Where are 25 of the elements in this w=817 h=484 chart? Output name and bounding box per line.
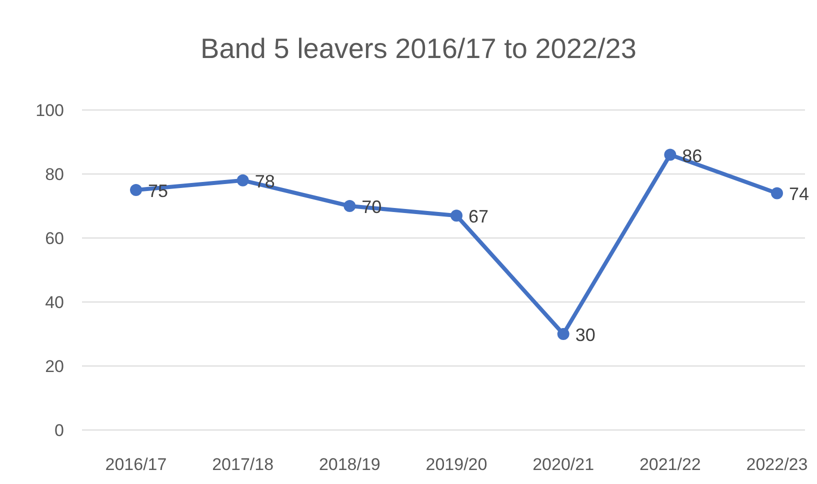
point (344, 200, 356, 212)
x-tick-label: 2018/19 (318, 455, 380, 474)
data-label: 67 (468, 206, 489, 227)
y-tick-label: 40 (45, 293, 64, 312)
data-label: 86 (682, 146, 702, 166)
y-tick-label: 0 (54, 421, 64, 440)
point (450, 210, 462, 222)
x-tick-label: 2022/23 (746, 455, 808, 474)
x-tick-label: 2016/17 (105, 455, 167, 474)
y-tick-label: 20 (45, 357, 64, 376)
data-label: 74 (789, 184, 810, 204)
y-tick-label: 100 (36, 101, 64, 120)
x-tick-label: 2021/22 (639, 455, 701, 474)
point (557, 328, 570, 340)
x-tick-label: 2019/20 (426, 455, 488, 474)
x-tick-label: 2020/21 (532, 455, 594, 474)
point (236, 174, 249, 186)
point (664, 148, 676, 161)
y-tick-label: 60 (45, 229, 64, 248)
y-tick-label: 80 (45, 165, 64, 184)
point (771, 187, 783, 200)
point (130, 184, 142, 196)
data-label: 30 (575, 325, 596, 345)
x-tick-label: 2017/18 (212, 455, 274, 474)
chart-title: Band 5 leavers 2016/17 to 2022/23 (200, 33, 636, 64)
